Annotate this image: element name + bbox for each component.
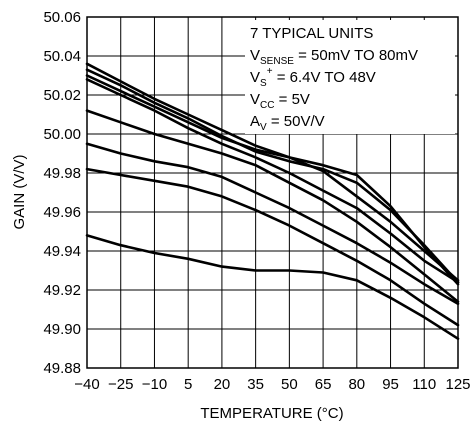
annotation-vsense: VSENSE = 50mV TO 80mV bbox=[250, 47, 418, 67]
x-tick-label: 5 bbox=[184, 376, 192, 393]
y-tick-label: 50.06 bbox=[43, 9, 81, 26]
x-tick-label: 65 bbox=[315, 376, 332, 393]
y-tick-label: 50.00 bbox=[43, 126, 81, 143]
y-tick-labels: 49.88 49.90 49.92 49.94 49.96 49.98 50.00 50.02… bbox=[43, 9, 81, 377]
y-tick-label: 49.98 bbox=[43, 165, 81, 182]
x-tick-label: −10 bbox=[142, 376, 167, 393]
x-tick-label: 125 bbox=[445, 376, 470, 393]
x-tick-label: 20 bbox=[214, 376, 231, 393]
series-line-7 bbox=[85, 167, 460, 327]
x-tick-labels: −40 −25 −10 5 20 35 50 65 80 95 110 125 bbox=[74, 376, 470, 393]
series-line-2 bbox=[85, 68, 460, 284]
x-tick-label: −25 bbox=[108, 376, 133, 393]
annotation-av: AV = 50V/V bbox=[250, 113, 325, 133]
annotation-vcc: VCC = 5V bbox=[250, 91, 310, 111]
series-group bbox=[85, 62, 460, 341]
annotation-block: 7 TYPICAL UNITS VSENSE = 50mV TO 80mV VS… bbox=[250, 25, 418, 133]
annotation-units: 7 TYPICAL UNITS bbox=[250, 25, 373, 42]
series-line-3 bbox=[85, 74, 460, 282]
y-tick-label: 49.90 bbox=[43, 321, 81, 338]
series-line-5 bbox=[85, 109, 460, 304]
y-tick-label: 49.92 bbox=[43, 282, 81, 299]
x-tick-label: 50 bbox=[281, 376, 298, 393]
y-axis-label: GAIN (V/V) bbox=[11, 154, 28, 229]
x-tick-label: 35 bbox=[247, 376, 264, 393]
annotation-vs: VS+ = 6.4V TO 48V bbox=[250, 66, 376, 89]
annotation-background bbox=[245, 20, 455, 134]
y-tick-label: 50.02 bbox=[43, 87, 81, 104]
series-line-4 bbox=[85, 78, 460, 284]
x-tick-label: 95 bbox=[382, 376, 399, 393]
y-tick-label: 50.04 bbox=[43, 48, 81, 65]
y-tick-label: 49.94 bbox=[43, 243, 81, 260]
x-axis-label: TEMPERATURE (°C) bbox=[200, 405, 343, 422]
y-tick-label: 49.88 bbox=[43, 360, 81, 377]
series-line-6 bbox=[85, 142, 460, 306]
y-tick-label: 49.96 bbox=[43, 204, 81, 221]
x-tick-label: −40 bbox=[74, 376, 99, 393]
series-line-1 bbox=[85, 62, 460, 286]
series-line-8 bbox=[85, 234, 460, 341]
x-tick-label: 80 bbox=[348, 376, 365, 393]
plot-frame bbox=[86, 16, 459, 369]
x-tick-label: 110 bbox=[412, 376, 436, 393]
